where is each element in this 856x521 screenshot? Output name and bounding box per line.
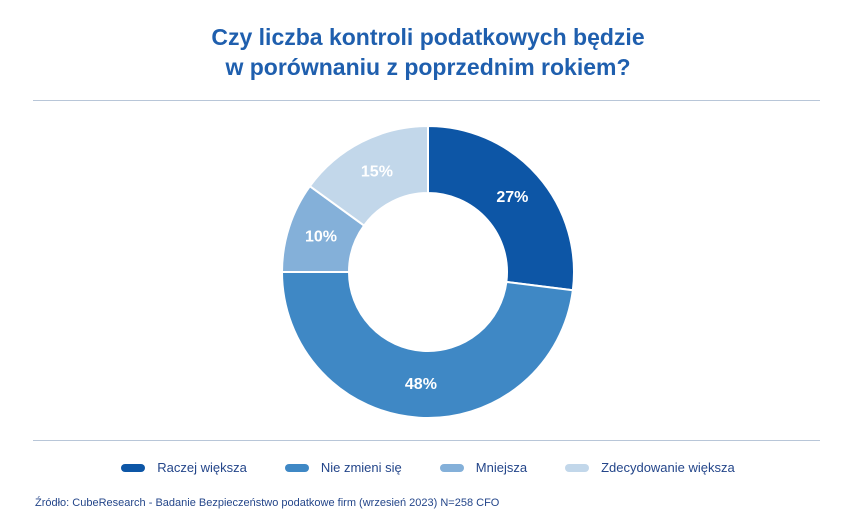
legend-item-raczej-wieksza: Raczej większa [121, 460, 247, 475]
slice-label-0: 27% [496, 189, 528, 206]
legend-item-mniejsza: Mniejsza [439, 460, 528, 475]
source-note: Źródło: CubeResearch - Badanie Bezpiecze… [35, 497, 500, 509]
slice-label-3: 15% [361, 163, 393, 180]
legend: Raczej większa Nie zmieni się Mniejsza Z… [0, 460, 856, 475]
slice-label-1: 48% [405, 376, 437, 393]
slice-label-2: 10% [305, 229, 337, 246]
legend-swatch [284, 463, 309, 472]
legend-item-zdecydowanie-wieksza: Zdecydowanie większa [565, 460, 735, 475]
donut-slice-0 [427, 124, 575, 292]
donut-slice-3 [308, 124, 429, 227]
legend-label: Nie zmieni się [320, 460, 402, 475]
chart-title-line-1: Czy liczba kontroli podatkowych będzie [211, 24, 645, 50]
legend-swatch [121, 463, 146, 472]
legend-item-nie-zmieni-sie: Nie zmieni się [284, 460, 402, 475]
legend-swatch [439, 463, 464, 472]
legend-label: Mniejsza [475, 460, 528, 475]
chart-title: Czy liczba kontroli podatkowych będzie w… [0, 22, 856, 82]
legend-label: Raczej większa [157, 460, 247, 475]
chart-title-line-2: w porównaniu z poprzednim rokiem? [225, 54, 631, 80]
legend-label: Zdecydowanie większa [601, 460, 735, 475]
bottom-divider [33, 440, 820, 441]
legend-swatch [565, 463, 590, 472]
top-divider [33, 100, 820, 101]
donut-slice-1 [280, 271, 574, 419]
